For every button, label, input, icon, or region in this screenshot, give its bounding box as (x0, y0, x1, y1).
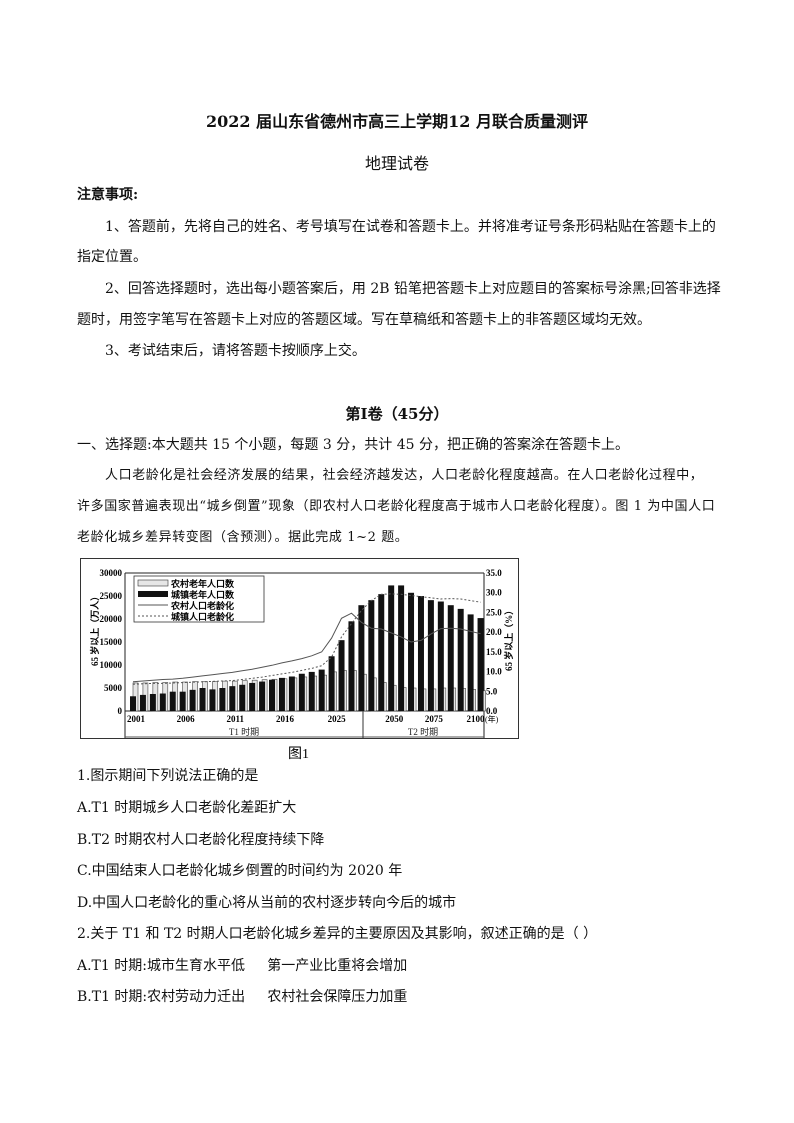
left-tick-label: 0 (118, 706, 123, 716)
legend-swatch (137, 579, 169, 587)
urban-bar (348, 621, 355, 711)
right-tick-label: 20.0 (486, 627, 502, 637)
notice-item-2-cont: 题时，用签字笔写在答题卡上对应的答题区域。写在草稿纸和答题卡上的非答题区域均无效… (77, 312, 651, 328)
urban-bar (209, 689, 216, 711)
document-subtitle: 地理试卷 (364, 154, 429, 173)
aging-chart: 0 5000 10000 15000 20000 25000 30000 0.0 5.0 10.0… (80, 558, 519, 762)
urban-bar (298, 673, 305, 711)
urban-bar (417, 596, 424, 711)
urban-bar (269, 679, 276, 711)
passage-line-2: 许多国家普遍表现出“城乡倒置”现象（即农村人口老龄化程度高于城市人口老龄化程度）… (77, 499, 716, 514)
urban-bar (259, 681, 266, 711)
urban-bar (308, 671, 315, 711)
question-2-option-b: B.T1 时期:农村劳动力迁出 农村社会保障压力加重 (77, 989, 408, 1005)
x-unit-label: (年) (485, 714, 499, 724)
x-tick-label: 2016 (276, 714, 295, 724)
urban-bar (388, 585, 395, 711)
urban-bar (169, 691, 176, 711)
question-1-stem: 1.图示期间下列说法正确的是 (77, 768, 259, 784)
urban-bar (318, 669, 325, 711)
question-2-option-a: A.T1 时期:城市生育水平低 第一产业比重将会增加 (77, 958, 408, 974)
x-tick-label: 2011 (227, 714, 245, 724)
urban-bar (398, 585, 405, 711)
left-tick-label: 20000 (100, 614, 123, 624)
legend-label: 城镇人口老龄化 (171, 611, 234, 622)
urban-aging-line (132, 593, 481, 685)
right-tick-label: 15.0 (486, 647, 502, 657)
right-tick-label: 10.0 (486, 667, 502, 677)
left-tick-label: 15000 (100, 637, 123, 647)
legend-label: 农村老年人口数 (170, 578, 235, 589)
notice-item-3: 3、考试结束后，请将答题卡按顺序上交。 (105, 343, 366, 359)
urban-bar (408, 592, 415, 711)
notice-item-2: 2、回答选择题时，选出每小题答案后，用 2B 铅笔把答题卡上对应题目的答案标号涂… (105, 281, 721, 297)
x-tick-label: 2075 (425, 714, 444, 724)
right-axis-label: 65 岁以上（%） (503, 606, 514, 671)
legend-swatch (138, 591, 168, 597)
x-tick-label: 2006 (177, 714, 196, 724)
x-tick-label: 2001 (127, 714, 146, 724)
urban-bar (368, 600, 375, 711)
left-tick-label: 25000 (100, 591, 123, 601)
question-1-option-a: A.T1 时期城乡人口老龄化差距扩大 (77, 800, 297, 816)
urban-bar (199, 688, 206, 711)
urban-bar (447, 605, 454, 711)
urban-bar (328, 656, 335, 711)
urban-bar (229, 686, 236, 711)
right-tick-label: 5.0 (486, 686, 498, 696)
left-axis-label: 65 岁以上（万人） (89, 592, 100, 666)
passage-line-3: 老龄化城乡差异转变图（含预测）。据此完成 1~2 题。 (77, 530, 409, 545)
chart-caption: 图1 (288, 747, 309, 762)
question-1-option-b: B.T2 时期农村人口老龄化程度持续下降 (77, 832, 325, 848)
notice-item-1-cont: 指定位置。 (77, 249, 147, 265)
urban-bar (457, 608, 464, 711)
urban-bar (338, 640, 345, 711)
left-tick-label: 5000 (104, 683, 123, 693)
legend-label: 城镇老年人口数 (171, 589, 235, 600)
urban-bar (427, 600, 434, 711)
right-tick-label: 25.0 (486, 607, 502, 617)
notice-heading: 注意事项: (77, 187, 139, 203)
urban-bar (149, 693, 156, 711)
urban-bar (288, 676, 295, 711)
urban-bar (249, 682, 256, 711)
urban-bar (358, 605, 365, 711)
urban-bar (179, 691, 186, 711)
x-tick-label: 2100 (467, 714, 486, 724)
period-label-t1: T1 时期 (229, 726, 259, 737)
right-tick-label: 35.0 (486, 568, 502, 578)
right-tick-label: 30.0 (486, 588, 502, 598)
urban-bar (437, 601, 444, 711)
urban-bar (189, 689, 196, 711)
urban-bar (477, 618, 484, 711)
urban-bar (467, 614, 474, 711)
urban-bar (159, 693, 166, 711)
x-tick-label: 2025 (328, 714, 347, 724)
rural-aging-line (132, 612, 481, 683)
notice-item-1: 1、答题前，先将自己的姓名、考号填写在试卷和答题卡上。并将准考证号条形码粘贴在答… (105, 219, 716, 235)
question-1-option-d: D.中国人口老龄化的重心将从当前的农村逐步转向今后的城市 (77, 895, 457, 911)
right-tick-label: 0.0 (486, 706, 498, 716)
x-tick-label: 2050 (385, 714, 404, 724)
period-label-t2: T2 时期 (408, 726, 438, 737)
urban-bar (130, 696, 136, 711)
legend-label: 农村人口老龄化 (170, 600, 234, 611)
question-1-option-c: C.中国结束人口老龄化城乡倒置的时间约为 2020 年 (77, 863, 403, 879)
urban-bar (139, 694, 146, 711)
urban-bar (239, 684, 246, 711)
document-title: 2022 届山东省德州市高三上学期12 月联合质量测评 (206, 112, 588, 131)
urban-bar (378, 594, 385, 711)
section-instruction: 一、选择题:本大题共 15 个小题，每题 3 分，共计 45 分，把正确的答案涂… (77, 437, 629, 453)
question-2-stem: 2.关于 T1 和 T2 时期人口老龄化城乡差异的主要原因及其影响，叙述正确的是… (77, 926, 598, 942)
left-tick-label: 30000 (100, 568, 123, 578)
urban-bar (278, 677, 285, 711)
passage-line-1: 人口老龄化是社会经济发展的结果，社会经济越发达，人口老龄化程度越高。在人口老龄化… (105, 468, 704, 483)
chart-frame (80, 558, 519, 739)
section-title: 第I卷（45分） (345, 405, 449, 423)
left-tick-label: 10000 (100, 660, 123, 670)
urban-bar (219, 688, 226, 711)
